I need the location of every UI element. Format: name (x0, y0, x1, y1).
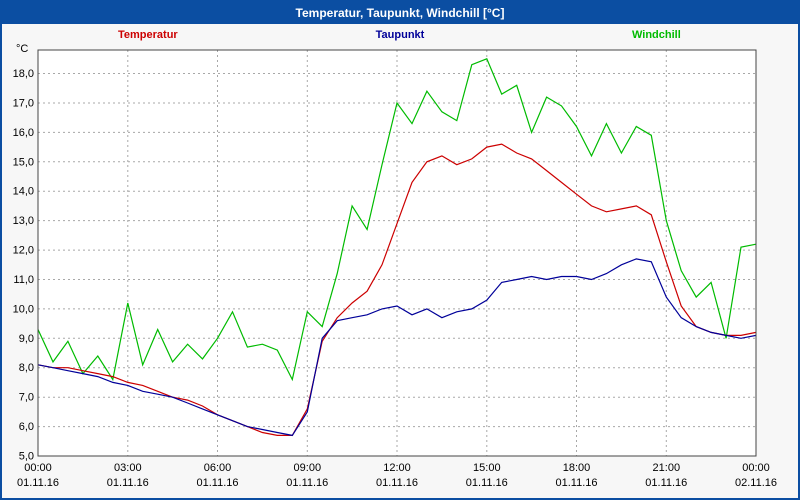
svg-text:01.11.16: 01.11.16 (17, 477, 59, 489)
svg-text:18,0: 18,0 (13, 68, 34, 80)
svg-text:01.11.16: 01.11.16 (555, 477, 597, 489)
svg-text:21:00: 21:00 (653, 462, 681, 474)
window-title: Temperatur, Taupunkt, Windchill [°C] (295, 6, 505, 20)
window-titlebar: Temperatur, Taupunkt, Windchill [°C] (2, 2, 798, 24)
svg-text:00:00: 00:00 (742, 462, 770, 474)
svg-text:01.11.16: 01.11.16 (196, 477, 238, 489)
svg-text:6,0: 6,0 (19, 421, 34, 433)
svg-text:00:00: 00:00 (24, 462, 52, 474)
svg-text:01.11.16: 01.11.16 (466, 477, 508, 489)
svg-text:09:00: 09:00 (294, 462, 322, 474)
svg-text:06:00: 06:00 (204, 462, 232, 474)
svg-text:5,0: 5,0 (19, 451, 34, 463)
svg-text:01.11.16: 01.11.16 (107, 477, 149, 489)
chart-area: Temperatur Taupunkt Windchill °C 5,0 6,0 7… (2, 24, 798, 498)
legend-windchill: Windchill (632, 29, 681, 41)
svg-text:02.11.16: 02.11.16 (735, 477, 777, 489)
legend-temperatur: Temperatur (118, 29, 178, 41)
svg-text:01.11.16: 01.11.16 (286, 477, 328, 489)
svg-text:8,0: 8,0 (19, 362, 34, 374)
svg-text:16,0: 16,0 (13, 127, 34, 139)
svg-text:15,0: 15,0 (13, 156, 34, 168)
chart-plot: 5,0 6,0 7,0 8,0 9,0 10,0 11,0 12,0 13,0 14,0 15,0 1… (13, 49, 777, 489)
svg-text:12,0: 12,0 (13, 245, 34, 257)
svg-text:01.11.16: 01.11.16 (376, 477, 418, 489)
legend-taupunkt: Taupunkt (375, 29, 425, 41)
svg-text:13,0: 13,0 (13, 215, 34, 227)
svg-text:17,0: 17,0 (13, 98, 34, 110)
svg-text:10,0: 10,0 (13, 303, 34, 315)
svg-text:14,0: 14,0 (13, 186, 34, 198)
svg-text:15:00: 15:00 (473, 462, 501, 474)
y-axis-unit-label: °C (16, 43, 29, 55)
svg-text:12:00: 12:00 (383, 462, 411, 474)
svg-text:18:00: 18:00 (563, 462, 591, 474)
svg-text:01.11.16: 01.11.16 (645, 477, 687, 489)
svg-text:11,0: 11,0 (13, 274, 34, 286)
svg-text:03:00: 03:00 (114, 462, 142, 474)
svg-text:7,0: 7,0 (19, 392, 34, 404)
svg-text:9,0: 9,0 (19, 333, 34, 345)
